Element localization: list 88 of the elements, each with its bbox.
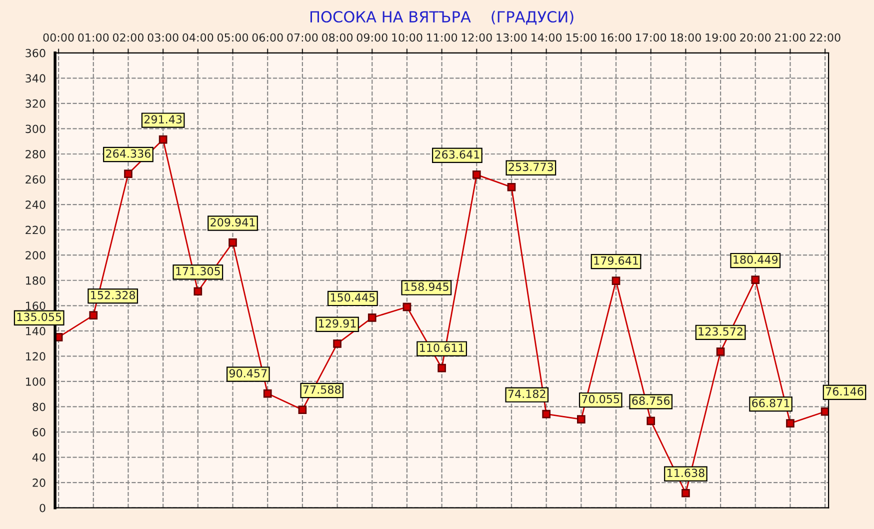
point xyxy=(472,170,481,179)
data-label: 76.146 xyxy=(826,387,864,396)
data-label: 135.055 xyxy=(17,312,62,322)
data-label: 11.638 xyxy=(667,468,704,478)
x-tick-label: 22:00 xyxy=(810,33,840,42)
point xyxy=(228,238,237,247)
data-label: 66.871 xyxy=(752,398,790,408)
y-tick-label: 220 xyxy=(26,226,46,234)
point xyxy=(402,302,412,312)
y-tick-label: 80 xyxy=(32,402,46,412)
x-tick-label: 06:00 xyxy=(252,33,283,42)
y-tick-label: 60 xyxy=(32,428,46,436)
point xyxy=(612,276,620,285)
data-label: 68.756 xyxy=(632,396,670,405)
x-tick-label: 13:00 xyxy=(496,33,527,42)
x-tick-label: 16:00 xyxy=(601,33,632,42)
data-label: 74.182 xyxy=(508,390,546,398)
point xyxy=(716,348,725,356)
data-label: 129.91 xyxy=(319,319,356,328)
data-label: 77.588 xyxy=(303,385,341,394)
y-tick-label: 160 xyxy=(26,302,46,310)
y-tick-label: 360 xyxy=(26,48,46,58)
data-label: 110.611 xyxy=(420,344,464,352)
x-tick-label: 09:00 xyxy=(356,33,388,42)
chart-title: ПОСОКА НА ВЯТЪРА (ГРАДУСИ) xyxy=(310,10,574,25)
y-tick-label: 300 xyxy=(26,124,46,134)
y-tick-label: 100 xyxy=(26,377,46,386)
x-tick-label: 14:00 xyxy=(532,33,562,42)
y-tick-label: 240 xyxy=(26,200,46,209)
point xyxy=(89,311,98,320)
data-label: 150.445 xyxy=(330,293,375,302)
data-label: 123.572 xyxy=(698,327,742,336)
data-label: 263.641 xyxy=(435,150,480,159)
y-tick-label: 340 xyxy=(26,74,46,83)
y-tick-label: 140 xyxy=(26,326,46,336)
data-label: 152.328 xyxy=(91,290,136,300)
point xyxy=(820,407,829,416)
x-tick-label: 08:00 xyxy=(322,33,353,42)
data-label: 90.457 xyxy=(229,369,267,378)
x-tick-label: 17:00 xyxy=(636,33,666,42)
point xyxy=(682,488,690,498)
x-tick-label: 12:00 xyxy=(462,33,492,42)
y-tick-label: 40 xyxy=(32,453,46,462)
x-tick-label: 04:00 xyxy=(182,33,214,42)
data-label: 291.43 xyxy=(144,115,182,124)
x-tick-label: 11:00 xyxy=(427,33,458,42)
data-label: 70.055 xyxy=(582,394,620,404)
y-tick-label: 320 xyxy=(26,99,46,108)
point xyxy=(786,419,794,428)
point xyxy=(194,287,202,296)
x-tick-label: 18:00 xyxy=(670,33,701,42)
x-tick-label: 15:00 xyxy=(566,33,596,42)
data-label: 171.305 xyxy=(176,266,220,276)
data-label: 158.945 xyxy=(404,282,448,291)
x-tick-label: 07:00 xyxy=(287,33,318,42)
y-tick-label: 120 xyxy=(26,352,46,361)
y-tick-label: 260 xyxy=(26,175,46,184)
x-tick-label: 21:00 xyxy=(775,33,806,42)
data-label: 253.773 xyxy=(508,162,554,172)
point xyxy=(158,135,168,144)
x-tick-label: 19:00 xyxy=(706,33,736,42)
x-tick-label: 03:00 xyxy=(148,33,178,42)
point xyxy=(507,182,516,192)
data-label: 180.449 xyxy=(734,255,778,264)
y-tick-label: 20 xyxy=(32,478,46,487)
x-tick-label: 01:00 xyxy=(78,33,109,42)
data-label: 264.336 xyxy=(106,149,151,158)
x-tick-label: 10:00 xyxy=(392,33,422,42)
y-tick-label: 280 xyxy=(26,150,46,158)
point xyxy=(333,340,342,348)
point xyxy=(438,364,446,372)
data-label: 209.941 xyxy=(210,218,255,226)
y-tick-label: 200 xyxy=(26,251,46,260)
data-label: 179.641 xyxy=(594,256,638,265)
point xyxy=(646,416,656,426)
point xyxy=(263,389,272,398)
point xyxy=(368,314,376,322)
point xyxy=(751,276,760,284)
x-tick-label: 20:00 xyxy=(740,33,771,42)
x-tick-label: 05:00 xyxy=(217,33,248,42)
y-tick-label: 0 xyxy=(40,504,46,512)
x-tick-label: 02:00 xyxy=(112,33,144,42)
point xyxy=(124,170,132,178)
point xyxy=(542,410,550,418)
x-tick-label: 00:00 xyxy=(43,33,74,42)
y-tick-label: 180 xyxy=(26,276,46,285)
point xyxy=(577,415,586,424)
point xyxy=(298,406,307,414)
